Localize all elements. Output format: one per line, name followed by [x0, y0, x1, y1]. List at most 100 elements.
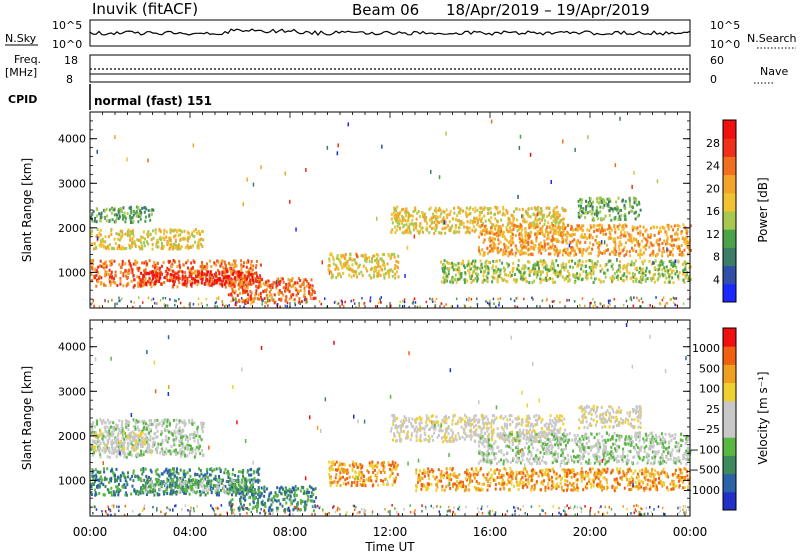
power-cell: [523, 271, 526, 275]
power-cell: [220, 279, 223, 283]
power-cell: [201, 277, 204, 281]
power-cell: [110, 227, 113, 231]
power-cell: [606, 268, 609, 272]
power-cell: [143, 278, 146, 282]
velocity-cell: [218, 493, 220, 497]
power-cell: [442, 276, 445, 280]
power-cell: [590, 269, 593, 273]
power-cell: [619, 266, 622, 270]
power-cell: [527, 240, 530, 244]
power-cell: [516, 218, 519, 222]
power-cell: [268, 294, 271, 298]
power-cell: [93, 247, 95, 251]
power-cell: [215, 263, 218, 267]
velocity-cell: [165, 447, 168, 451]
power-cell: [476, 277, 479, 281]
power-cell: [510, 273, 513, 277]
power-cell: [408, 227, 411, 231]
power-cell: [139, 238, 142, 242]
power-cell: [465, 215, 468, 219]
power-cell: [545, 267, 548, 271]
power-cell: [526, 233, 529, 237]
power-cell: [335, 276, 338, 280]
power-cell: [564, 239, 567, 243]
power-cell: [412, 228, 415, 232]
power-cell: [512, 241, 515, 245]
power-cell: [589, 251, 592, 255]
power-cell: [332, 257, 335, 261]
power-cell: [111, 218, 114, 222]
power-cell: [581, 224, 583, 228]
power-ground-cell: [469, 305, 472, 309]
power-cell: [491, 249, 494, 253]
power-cell: [553, 207, 556, 210]
power-cell: [111, 247, 114, 251]
power-cell: [587, 204, 590, 208]
power-cell: [661, 250, 664, 254]
power-cell: [163, 232, 165, 236]
power-cell: [645, 243, 648, 247]
power-cell: [600, 198, 603, 202]
power-cell: [166, 243, 169, 247]
power-cell: [237, 271, 240, 275]
power-cell: [582, 224, 585, 228]
power-cell: [539, 270, 542, 274]
power-cell: [120, 266, 123, 269]
power-cell: [290, 285, 293, 289]
velocity-cell: [98, 479, 101, 482]
power-cell: [642, 245, 645, 249]
power-cell: [216, 280, 218, 284]
power-cell: [387, 254, 390, 257]
power-cell: [433, 220, 436, 224]
power-cell: [296, 289, 299, 293]
power-cell: [637, 253, 640, 257]
power-cell: [511, 239, 514, 243]
velocity-cell: [108, 455, 111, 459]
power-ground-cell: [403, 298, 406, 301]
velocity-cell: [148, 418, 151, 422]
power-cell: [201, 244, 204, 248]
power-cell: [105, 270, 108, 274]
power-cell: [230, 277, 233, 281]
power-cell: [563, 278, 566, 282]
power-cell: [487, 268, 490, 272]
power-cell: [683, 260, 686, 264]
power-cell: [579, 263, 582, 267]
power-cell: [98, 212, 101, 216]
power-cell: [265, 293, 268, 297]
velocity-cell: [168, 470, 171, 474]
power-cell: [595, 209, 598, 213]
power-cell: [585, 199, 587, 203]
power-cell: [211, 273, 213, 277]
power-cell: [588, 210, 591, 214]
power-cell: [673, 264, 676, 267]
power-cell: [532, 212, 535, 216]
power-cell: [501, 223, 504, 227]
power-cell: [632, 248, 635, 252]
power-cell: [644, 269, 647, 273]
power-cell: [671, 253, 674, 257]
power-cell: [628, 199, 631, 203]
velocity-cell: [100, 435, 103, 439]
power-cell: [445, 275, 448, 278]
power-cell: [285, 288, 288, 292]
power-cell: [417, 210, 420, 213]
power-cell: [577, 204, 580, 208]
power-cell: [633, 238, 636, 242]
power-cell: [226, 270, 229, 274]
power-cell: [108, 260, 111, 263]
power-cell: [670, 259, 673, 263]
power-cell: [665, 231, 668, 235]
power-cell: [282, 280, 285, 284]
power-cell: [516, 229, 519, 233]
power-cell: [670, 262, 673, 265]
power-cell: [97, 276, 100, 280]
power-cell: [429, 206, 432, 210]
power-cell: [478, 235, 481, 239]
power-cell: [643, 271, 646, 275]
power-cell: [603, 217, 606, 221]
power-cell: [650, 226, 652, 230]
power-cell: [574, 261, 577, 265]
power-cell: [597, 247, 600, 251]
power-cell: [638, 202, 641, 206]
